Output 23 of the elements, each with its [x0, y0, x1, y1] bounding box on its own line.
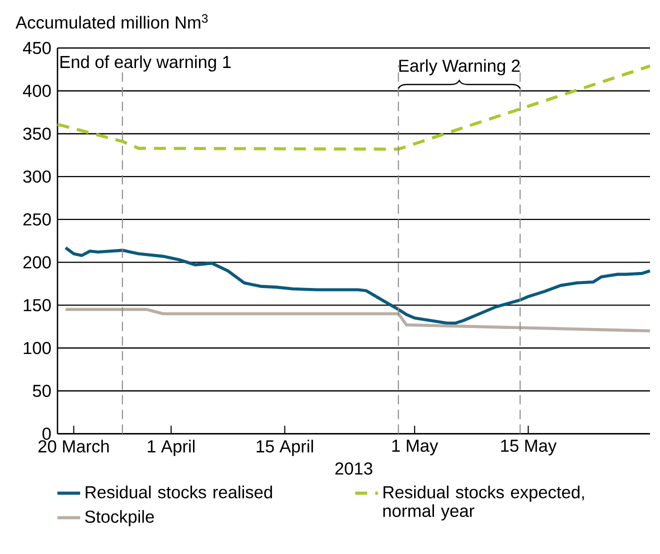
- x-tick-label: 15 April: [256, 440, 313, 456]
- x-axis-title: 2013: [335, 462, 372, 475]
- y-tick-label: 50: [32, 384, 51, 398]
- legend-label: Residual stocks realised: [86, 486, 272, 498]
- legend-label: Stockpile: [85, 510, 154, 526]
- x-tick-label: 1 April: [148, 440, 195, 456]
- y-tick-label: 300: [23, 170, 51, 183]
- x-tick-label: 15 May: [501, 440, 557, 456]
- x-tick-label: 20 March: [38, 440, 109, 453]
- line-series: [64, 308, 652, 332]
- y-tick-label: 350: [23, 128, 51, 140]
- y-tick-label: 450: [22, 42, 51, 54]
- y-tick-label: 0: [42, 428, 51, 440]
- y-tick-label: 400: [22, 84, 51, 97]
- y-tick-label: 150: [24, 299, 51, 312]
- y-tick-label: 200: [23, 256, 51, 268]
- ref-line-label: End of early warning 1: [60, 55, 231, 72]
- y-tick-label: 100: [24, 342, 51, 354]
- legend-label: Residual stocks expected, normal year: [383, 486, 584, 520]
- annotation: Early Warning 2: [399, 59, 520, 76]
- y-tick-label: 250: [23, 213, 51, 226]
- x-tick-label: 1 May: [392, 440, 438, 456]
- y-axis-title: Accumulated million Nm$^{3}$: [16, 14, 208, 29]
